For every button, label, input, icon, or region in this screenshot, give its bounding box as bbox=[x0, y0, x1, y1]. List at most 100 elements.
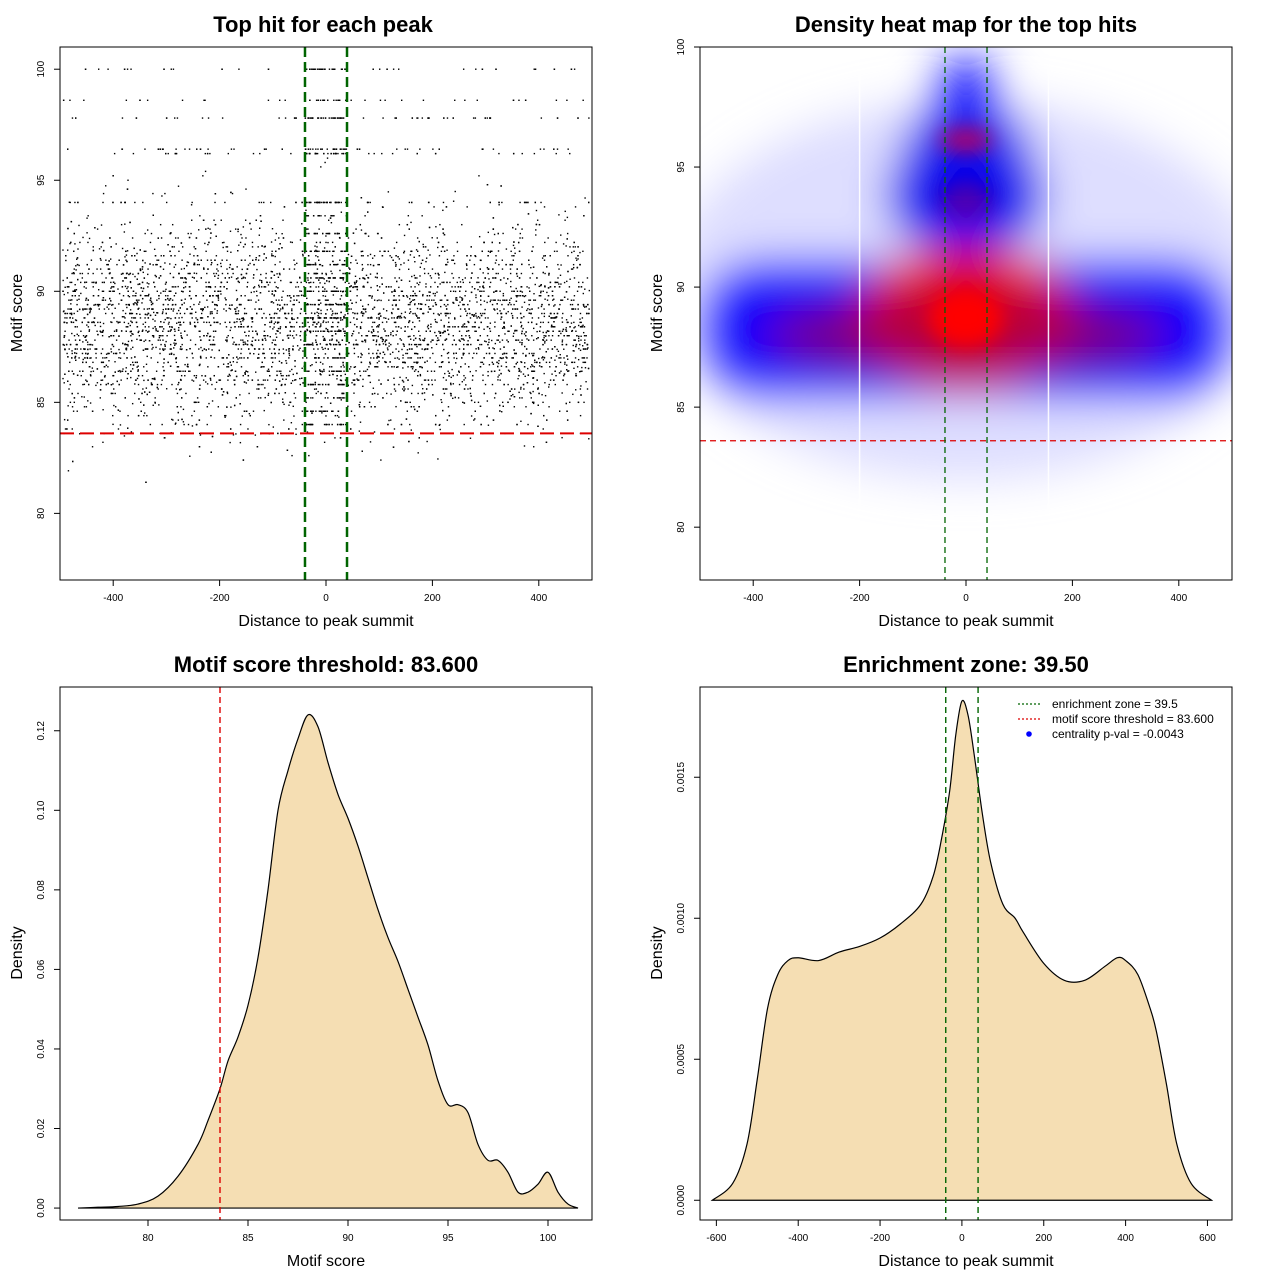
scatter-point bbox=[271, 290, 274, 292]
scatter-point bbox=[261, 338, 264, 341]
scatter-point bbox=[328, 280, 330, 283]
scatter-point bbox=[580, 339, 582, 341]
scatter-point bbox=[312, 383, 315, 386]
scatter-point bbox=[370, 331, 373, 333]
scatter-point bbox=[264, 387, 266, 389]
scatter-point bbox=[378, 360, 380, 362]
scatter-point bbox=[475, 348, 477, 350]
scatter-point bbox=[325, 250, 328, 253]
scatter-point bbox=[340, 399, 342, 401]
scatter-point bbox=[482, 285, 484, 287]
scatter-point bbox=[445, 305, 447, 307]
scatter-point bbox=[393, 289, 396, 291]
scatter-point bbox=[569, 278, 571, 280]
scatter-point bbox=[452, 335, 454, 337]
scatter-point bbox=[338, 117, 341, 119]
scatter-point bbox=[152, 214, 154, 216]
scatter-point bbox=[283, 419, 285, 421]
scatter-point bbox=[341, 250, 343, 253]
scatter-point bbox=[256, 268, 258, 271]
scatter-point bbox=[508, 330, 510, 332]
scatter-point bbox=[416, 237, 419, 239]
scatter-point bbox=[309, 201, 311, 204]
scatter-point bbox=[243, 307, 246, 310]
scatter-point bbox=[329, 303, 332, 306]
scatter-point bbox=[322, 201, 325, 204]
scatter-point bbox=[339, 379, 342, 381]
scatter-point bbox=[521, 330, 523, 332]
scatter-point bbox=[584, 367, 587, 369]
scatter-point bbox=[477, 401, 480, 404]
scatter-point bbox=[330, 330, 333, 332]
scatter-point bbox=[114, 392, 116, 395]
scatter-point bbox=[400, 317, 403, 319]
scatter-point bbox=[497, 379, 499, 381]
scatter-point bbox=[553, 250, 556, 253]
scatter-point bbox=[225, 310, 227, 312]
scatter-point bbox=[205, 357, 207, 359]
scatter-point bbox=[276, 273, 278, 275]
scatter-point bbox=[192, 357, 194, 359]
scatter-point bbox=[161, 379, 163, 381]
scatter-point bbox=[562, 328, 565, 331]
scatter-point bbox=[407, 357, 409, 359]
scatter-point bbox=[268, 370, 270, 372]
scatter-point bbox=[348, 267, 350, 269]
scatter-point bbox=[375, 343, 377, 346]
scatter-point bbox=[398, 299, 401, 301]
scatter-point bbox=[570, 322, 573, 324]
scatter-point bbox=[102, 361, 105, 364]
scatter-point bbox=[457, 326, 460, 328]
scatter-point bbox=[513, 332, 515, 335]
scatter-point bbox=[124, 317, 126, 319]
scatter-point bbox=[538, 365, 541, 367]
scatter-point bbox=[472, 117, 475, 119]
scatter-point bbox=[487, 272, 489, 275]
scatter-point bbox=[152, 327, 154, 330]
scatter-point bbox=[92, 321, 95, 323]
scatter-point bbox=[102, 192, 105, 195]
scatter-point bbox=[190, 204, 193, 206]
scatter-point bbox=[150, 357, 152, 359]
scatter-point bbox=[197, 321, 199, 324]
scatter-point bbox=[101, 335, 104, 337]
scatter-point bbox=[532, 383, 534, 385]
scatter-point bbox=[141, 290, 144, 292]
scatter-point bbox=[537, 307, 540, 309]
scatter-point bbox=[467, 340, 469, 342]
scatter-point bbox=[315, 99, 318, 101]
scatter-point bbox=[291, 309, 293, 312]
scatter-point bbox=[338, 201, 340, 204]
scatter-point bbox=[285, 378, 287, 380]
scatter-point bbox=[566, 383, 568, 386]
scatter-point bbox=[528, 352, 531, 355]
scatter-point bbox=[162, 311, 164, 313]
scatter-point bbox=[434, 272, 437, 275]
scatter-point bbox=[402, 354, 404, 356]
scatter-point bbox=[173, 286, 175, 288]
scatter-point bbox=[77, 392, 79, 395]
scatter-point bbox=[118, 259, 120, 261]
scatter-point bbox=[87, 272, 89, 275]
scatter-point bbox=[217, 277, 219, 280]
scatter-point bbox=[316, 323, 318, 325]
scatter-point bbox=[156, 263, 158, 266]
scatter-point bbox=[336, 370, 339, 372]
scatter-point bbox=[322, 363, 324, 365]
scatter-point bbox=[424, 303, 427, 306]
scatter-point bbox=[193, 246, 195, 248]
scatter-point bbox=[310, 117, 312, 119]
scatter-point bbox=[273, 317, 275, 319]
scatter-point bbox=[361, 305, 364, 307]
scatter-point bbox=[336, 340, 338, 342]
scatter-point bbox=[125, 326, 127, 328]
scatter-point bbox=[408, 312, 411, 315]
scatter-point bbox=[197, 259, 199, 261]
scatter-point bbox=[219, 262, 222, 265]
scatter-point bbox=[422, 99, 425, 101]
scatter-point bbox=[78, 295, 80, 297]
scatter-point bbox=[68, 299, 70, 301]
scatter-point bbox=[226, 392, 229, 395]
scatter-point bbox=[335, 303, 338, 306]
scatter-point bbox=[74, 352, 76, 354]
